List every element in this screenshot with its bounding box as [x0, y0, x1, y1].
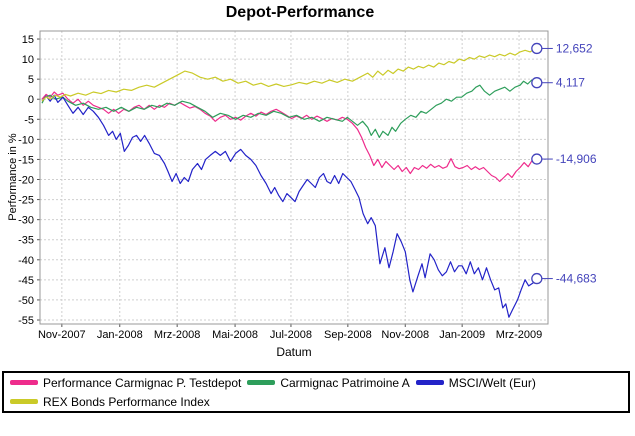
- y-tick-label: -30: [18, 215, 34, 227]
- chart-title: Depot-Performance: [225, 4, 375, 21]
- y-tick-label: -40: [18, 255, 34, 267]
- x-axis-title: Datum: [276, 345, 312, 359]
- legend-item-label: Performance Carmignac P. Testdepot: [43, 375, 242, 390]
- legend-swatch: [10, 399, 38, 404]
- legend-item-performance-carmignac-p-testdepot: Performance Carmignac P. Testdepot: [10, 376, 241, 390]
- legend-swatch: [10, 380, 38, 385]
- legend-item-label: MSCI/Welt (Eur): [448, 375, 536, 390]
- chart-plot-area: 15 10 5 0 -5 -10 -15 -20 -25 -30 -35 -40 -45 -50 -55 No…: [18, 30, 597, 341]
- y-tick-label: -10: [18, 134, 34, 146]
- legend-swatch: [247, 380, 276, 385]
- x-tick-label: Sep-2008: [324, 329, 372, 341]
- end-marker-circle-msci-welt-eur: [531, 272, 543, 285]
- x-tick-label: Nov-2007: [38, 329, 86, 341]
- y-tick-label: -25: [18, 195, 34, 207]
- legend-item-carmignac-patrimoine-a: Carmignac Patrimoine A: [247, 375, 410, 390]
- y-tick-label: -5: [24, 114, 34, 126]
- y-axis-title: Performance in %: [7, 133, 19, 221]
- y-tick-label: 15: [22, 34, 34, 46]
- y-tick-label: 10: [22, 54, 34, 66]
- chart-legend: Performance Carmignac P. Testdepot Carmig…: [2, 371, 630, 413]
- end-marker-circle-carmignac-patrimoine-a: [531, 77, 543, 89]
- y-tick-label: -20: [18, 175, 34, 187]
- x-tick-label: Jul-2008: [270, 329, 312, 341]
- y-tick-label: -15: [18, 154, 34, 166]
- end-value-label-performance-carmignac-p-testdepot: -14,906: [556, 152, 597, 166]
- legend-item-label: REX Bonds Performance Index: [43, 394, 210, 409]
- chart-canvas: 15 10 5 0 -5 -10 -15 -20 -25 -30 -35 -40 -45 -50 -55 No…: [18, 30, 597, 341]
- x-tick-label: Mrz-2008: [154, 329, 200, 341]
- x-tick-label: Jan-2008: [97, 329, 143, 341]
- end-value-label-msci-welt-eur: -44,683: [556, 272, 597, 286]
- y-tick-label: -45: [18, 275, 34, 287]
- y-tick-label: -55: [18, 315, 34, 327]
- x-tick-label: Mrz-2009: [496, 329, 542, 341]
- end-value-label-carmignac-patrimoine-a: 4,117: [556, 76, 585, 90]
- legend-item-msci-welt-eur: MSCI/Welt (Eur): [415, 375, 536, 390]
- end-value-label-rex-bonds-performance-index: 12,652: [556, 41, 593, 55]
- x-tick-label: Nov-2008: [381, 329, 429, 341]
- x-tick-label: Jan-2009: [439, 329, 485, 341]
- series-line-carmignac-patrimoine-a: [41, 79, 538, 138]
- legend-item-label: Carmignac Patrimoine A: [280, 375, 410, 390]
- legend-row: Performance Carmignac P. Testdepot Carmig…: [10, 373, 628, 392]
- legend-item-rex-bonds-performance-index: REX Bonds Performance Index: [10, 395, 210, 409]
- y-tick-label: 0: [28, 94, 34, 106]
- x-tick-label: Mai-2008: [212, 329, 258, 341]
- series-line-msci-welt-eur: [41, 94, 538, 318]
- legend-swatch: [415, 380, 444, 385]
- end-marker-circle-performance-carmignac-p-testdepot: [531, 153, 543, 165]
- end-marker-circle-rex-bonds-performance-index: [531, 42, 543, 55]
- y-tick-label: 5: [28, 74, 34, 86]
- y-tick-label: -35: [18, 235, 34, 247]
- y-tick-label: -50: [18, 295, 34, 307]
- plot-border: [39, 30, 549, 325]
- series-line-rex-bonds-performance-index: [41, 47, 537, 102]
- legend-row: REX Bonds Performance Index: [10, 392, 628, 411]
